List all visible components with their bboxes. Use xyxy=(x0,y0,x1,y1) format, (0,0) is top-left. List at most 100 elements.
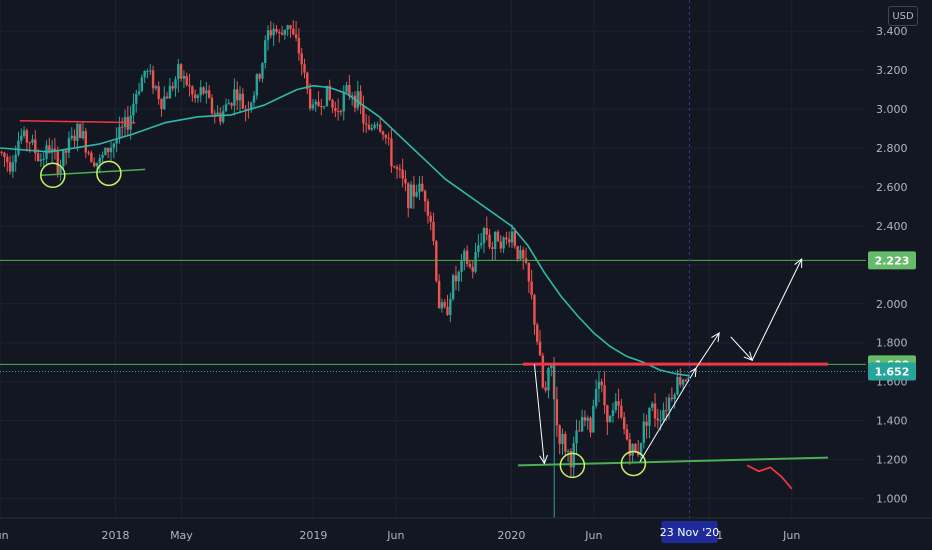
candle-body xyxy=(662,410,665,421)
candle-body xyxy=(508,239,511,243)
candle-body xyxy=(107,147,110,153)
candle-body xyxy=(566,450,570,452)
price-badge-label: 2.223 xyxy=(875,254,910,267)
candle-body xyxy=(477,245,480,252)
candle-body xyxy=(446,306,449,315)
candle-body xyxy=(95,162,99,167)
candle-body xyxy=(250,102,253,110)
candle-body xyxy=(645,421,648,426)
candle-body xyxy=(191,86,194,95)
arrow-head xyxy=(539,454,548,465)
candle-body xyxy=(241,93,245,109)
candle-body xyxy=(255,74,259,96)
candle-body xyxy=(210,97,214,114)
candle-body xyxy=(0,151,3,153)
resistance-line-left[interactable] xyxy=(19,119,136,124)
candle-body xyxy=(20,135,23,141)
price-axis-bg xyxy=(866,0,932,550)
candle-body xyxy=(628,439,631,456)
candle-body xyxy=(219,112,222,122)
candle-body xyxy=(28,142,31,144)
price-axis[interactable]: 3.4003.2003.0002.8002.6002.4002.2002.000… xyxy=(866,0,932,550)
candle-body xyxy=(379,124,382,132)
candle-body xyxy=(289,25,292,29)
candle-body xyxy=(48,145,51,153)
candle-body xyxy=(670,397,674,400)
candle-body xyxy=(404,178,407,184)
candle-body xyxy=(266,30,270,41)
candle-body xyxy=(390,138,393,167)
candle-body xyxy=(132,103,135,116)
candle-body xyxy=(272,28,275,36)
candle-body xyxy=(216,112,219,115)
candle-body xyxy=(387,137,390,139)
candle-body xyxy=(407,183,410,209)
arrow-line[interactable] xyxy=(751,258,803,361)
support-line-left[interactable] xyxy=(41,168,146,177)
candle-body xyxy=(177,64,180,80)
candle-body xyxy=(230,103,233,106)
candle-body xyxy=(536,324,539,342)
drawing-annotations[interactable] xyxy=(19,119,829,518)
candle-body xyxy=(90,152,93,163)
candle-body xyxy=(8,162,12,172)
bottom-circle[interactable] xyxy=(559,452,586,479)
candle-body xyxy=(502,237,505,249)
bottom-circle[interactable] xyxy=(620,450,647,477)
candle-body xyxy=(322,106,326,108)
candle-body xyxy=(67,138,71,153)
time-tick-label: Jun xyxy=(782,529,800,542)
candle-body xyxy=(656,418,660,421)
arrow-line[interactable] xyxy=(639,367,697,462)
bottom-circle[interactable] xyxy=(40,162,66,189)
candle-body xyxy=(499,241,502,249)
candle-body xyxy=(297,37,301,54)
candle-body xyxy=(76,123,79,141)
time-tick-label: Jun xyxy=(584,529,602,542)
candle-body xyxy=(244,108,247,110)
candle-body xyxy=(482,228,486,244)
candle-body xyxy=(642,421,646,443)
candle-body xyxy=(367,124,371,130)
candle-body xyxy=(460,260,463,272)
candle-body xyxy=(151,70,155,89)
candle-body xyxy=(505,237,508,240)
candle-body xyxy=(345,85,348,92)
candle-body xyxy=(530,281,533,295)
candle-body xyxy=(3,152,6,158)
candle-body xyxy=(112,143,116,148)
candle-body xyxy=(578,430,581,432)
candle-body xyxy=(569,450,573,468)
support-line-right[interactable] xyxy=(517,456,829,467)
arrow-line[interactable] xyxy=(695,332,720,369)
projection-line[interactable] xyxy=(746,464,793,490)
candle-body xyxy=(14,154,17,163)
candle-body xyxy=(294,34,298,38)
price-tick-label: 1.200 xyxy=(876,454,908,467)
candle-body xyxy=(653,403,657,419)
arrow-line[interactable] xyxy=(730,336,753,361)
currency-button[interactable]: USD xyxy=(888,6,918,26)
bottom-circle[interactable] xyxy=(96,160,122,187)
candle-body xyxy=(157,86,160,99)
candle-body xyxy=(350,95,354,97)
time-axis[interactable]: Jun2018May2019Jun2020Jun2021Jun xyxy=(0,517,932,550)
candle-body xyxy=(617,401,620,406)
candle-body xyxy=(171,86,174,89)
arrow-line[interactable] xyxy=(533,364,545,464)
candle-body xyxy=(687,377,690,381)
candle-body xyxy=(179,64,183,79)
candle-body xyxy=(269,30,273,36)
price-tick-label: 2.400 xyxy=(876,220,908,233)
candle-body xyxy=(308,89,312,109)
candle-body xyxy=(592,405,595,433)
candle-body xyxy=(684,379,688,381)
candle-body xyxy=(631,444,634,456)
candle-body xyxy=(356,91,359,108)
candle-body xyxy=(31,139,34,143)
candle-body xyxy=(11,162,15,172)
candle-body xyxy=(165,96,169,99)
candle-body xyxy=(541,355,545,388)
